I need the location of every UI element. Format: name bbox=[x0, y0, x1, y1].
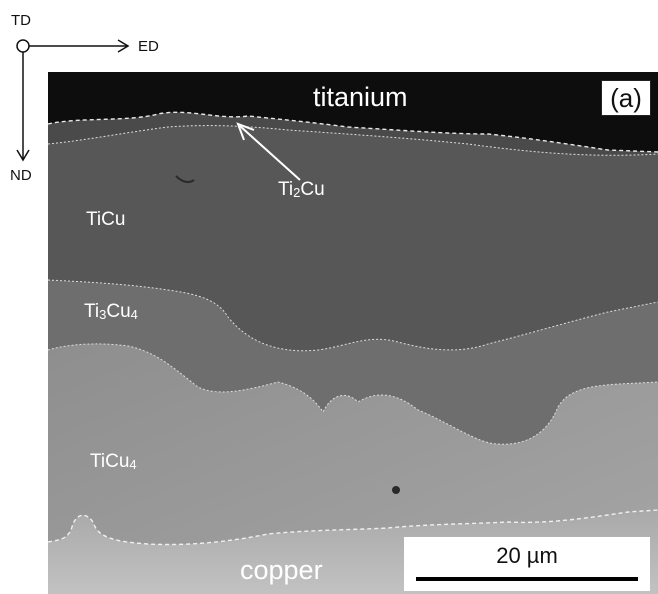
copper-boundary bbox=[48, 509, 658, 546]
td-label: TD bbox=[11, 12, 31, 29]
copper-label: copper bbox=[240, 555, 323, 585]
titanium-boundary bbox=[48, 111, 658, 153]
ti2cu-boundary bbox=[48, 125, 658, 156]
ed-label: ED bbox=[138, 38, 159, 55]
orientation-axes: TD ED ND bbox=[0, 0, 200, 200]
scale-bar bbox=[416, 577, 638, 581]
ti2cu-pointer-line bbox=[239, 125, 301, 181]
panel-tag: (a) bbox=[601, 80, 651, 116]
ed-arrow-head bbox=[117, 39, 130, 53]
nd-label: ND bbox=[10, 167, 32, 184]
axis-arrows bbox=[16, 39, 130, 162]
ti3cu4-label: Ti3Cu4 bbox=[84, 301, 138, 322]
titanium-label: titanium bbox=[313, 82, 408, 112]
ti2cu-label: Ti2Cu bbox=[278, 179, 325, 200]
ti2cu-pointer-head bbox=[236, 122, 255, 141]
pore-dot bbox=[392, 486, 400, 494]
ti3cu4-boundary bbox=[48, 343, 658, 445]
ticu-boundary bbox=[48, 279, 658, 352]
ticu-label: TiCu bbox=[86, 209, 126, 230]
scale-bar-label: 20 µm bbox=[496, 543, 558, 568]
origin-circle bbox=[16, 39, 30, 53]
phase-layers bbox=[48, 72, 658, 594]
sem-micrograph: titanium Ti2Cu TiCu Ti3Cu4 TiCu4 copper … bbox=[48, 72, 658, 594]
crack-mark bbox=[175, 175, 195, 184]
ticu4-label: TiCu4 bbox=[90, 451, 137, 472]
scale-bar-box: 20 µm bbox=[404, 537, 650, 591]
nd-arrow-head bbox=[16, 149, 30, 162]
